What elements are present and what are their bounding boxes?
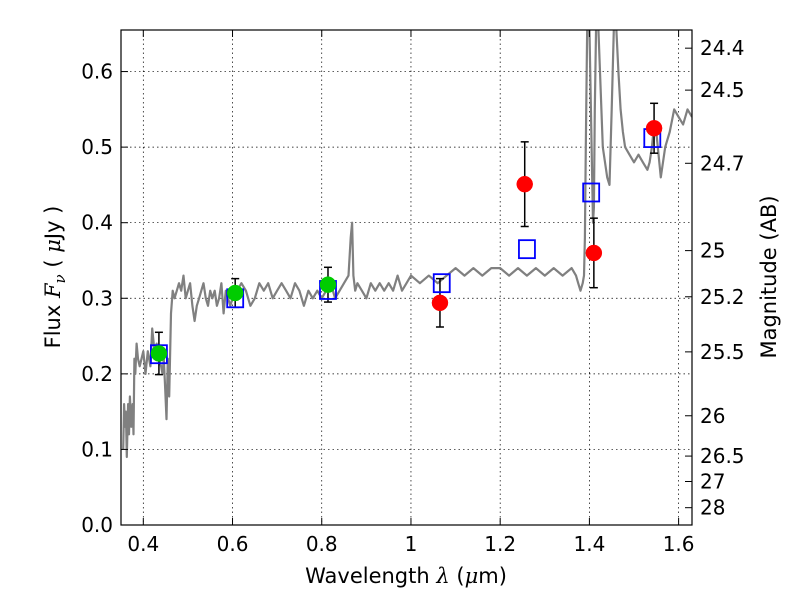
x-tick-label: 1 (405, 532, 418, 556)
x-tick-label: 1.4 (573, 532, 605, 556)
y-axis-label: Flux Fν ( μJy ) (41, 206, 69, 349)
y2-tick-label: 25.5 (700, 340, 745, 364)
observed-photometry-point (585, 244, 603, 262)
plot-frame (120, 29, 693, 526)
y2-tick-label: 24.7 (700, 151, 745, 175)
observed-photometry-point (150, 345, 168, 362)
observed-photometry-point (431, 294, 449, 312)
x-tick-label: 0.6 (217, 532, 249, 556)
y-tick-label: 0.5 (81, 135, 113, 159)
x-axis-label: Wavelength λ (μm) (305, 564, 507, 588)
y2-tick-label: 25 (700, 239, 725, 263)
y-tick-label: 0.2 (81, 362, 113, 386)
y-tick-label: 0.4 (81, 211, 113, 235)
x-tick-label: 0.4 (127, 532, 159, 556)
y2-tick-label: 25.2 (700, 285, 745, 309)
y2-tick-label: 26 (700, 404, 725, 428)
plot-background (121, 30, 692, 525)
x-tick-label: 1.6 (663, 532, 695, 556)
model-photometry-square (518, 239, 536, 260)
y2-tick-label: 24.5 (700, 78, 745, 102)
y2-tick-label: 27 (700, 470, 725, 494)
y2-tick-label: 24.4 (700, 36, 745, 60)
y2-axis-label: Magnitude (AB) (757, 195, 781, 358)
y-tick-label: 0.0 (81, 513, 113, 537)
observed-photometry-point (226, 284, 244, 302)
observed-photometry-point (319, 276, 337, 293)
x-ticks: 0.4 0.6 0.8 1 1.2 1.4 1.6 (127, 30, 695, 556)
y2-tick-label: 28 (700, 496, 725, 520)
x-tick-label: 0.8 (306, 532, 338, 556)
y2-tick-label: 26.5 (700, 444, 745, 468)
y-tick-label: 0.6 (81, 60, 113, 84)
marker-layer (150, 119, 663, 365)
model-photometry-square (432, 273, 451, 294)
y-ticks: 0.0 0.1 0.2 0.3 0.4 0.5 0.6 (81, 60, 128, 537)
y-tick-label: 0.1 (81, 437, 113, 461)
x-tick-label: 1.2 (484, 532, 516, 556)
y-tick-label: 0.3 (81, 286, 113, 310)
model-photometry-square (582, 182, 601, 203)
observed-photometry-point (645, 119, 663, 137)
observed-photometry-point (516, 175, 533, 193)
